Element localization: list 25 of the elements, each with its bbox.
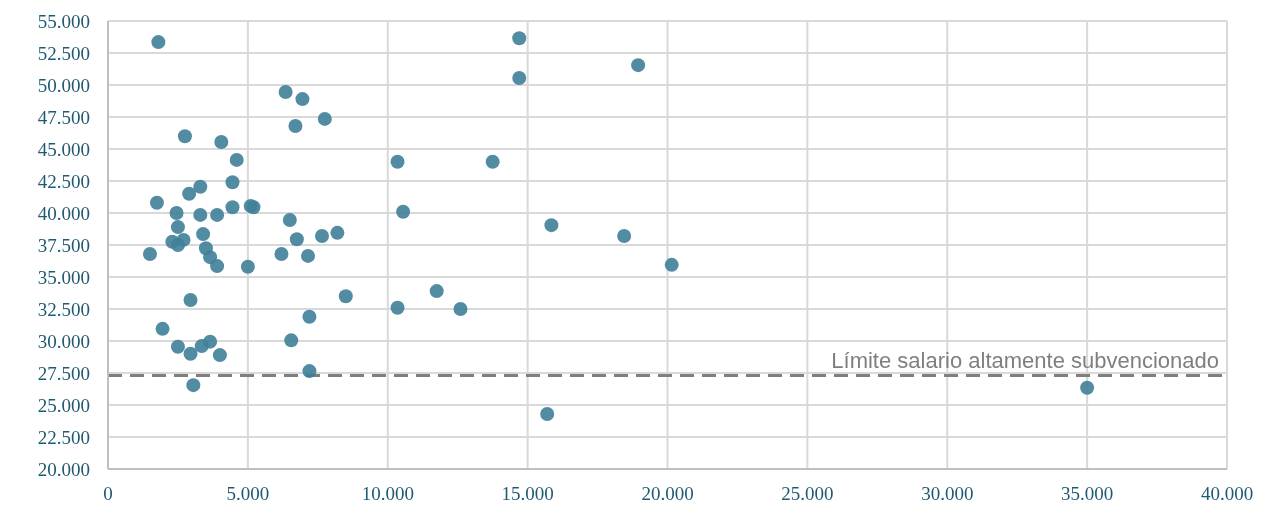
y-tick-label: 40.000 (37, 202, 90, 224)
y-tick-label: 55.000 (37, 10, 90, 32)
y-tick-label: 27.500 (37, 362, 90, 384)
y-tick-label: 50.000 (37, 74, 90, 96)
y-tick-label: 35.000 (37, 266, 90, 288)
x-tick-label: 35.000 (1061, 483, 1114, 505)
y-tick-label: 37.500 (37, 234, 90, 256)
y-tick-label: 30.000 (37, 330, 90, 352)
x-tick-label: 5.000 (226, 483, 270, 505)
x-tick-label: 20.000 (641, 483, 694, 505)
x-tick-label: 40.000 (1200, 483, 1254, 505)
y-tick-label: 32.500 (37, 298, 90, 320)
y-tick-label: 20.000 (37, 458, 90, 480)
ref-line-label: Límite salario altamente subvencionado (831, 347, 1219, 373)
x-tick-label: 30.000 (921, 483, 974, 505)
y-tick-label: 22.500 (37, 426, 90, 448)
y-tick-label: 52.500 (37, 42, 90, 64)
x-tick-label: 0 (103, 483, 113, 505)
y-tick-label: 45.000 (37, 138, 90, 160)
x-tick-label: 10.000 (361, 483, 414, 505)
y-tick-label: 25.000 (37, 394, 90, 416)
x-tick-label: 15.000 (501, 483, 554, 505)
y-tick-label: 42.500 (37, 170, 90, 192)
x-tick-label: 25.000 (781, 483, 834, 505)
y-tick-label: 47.500 (37, 106, 90, 128)
